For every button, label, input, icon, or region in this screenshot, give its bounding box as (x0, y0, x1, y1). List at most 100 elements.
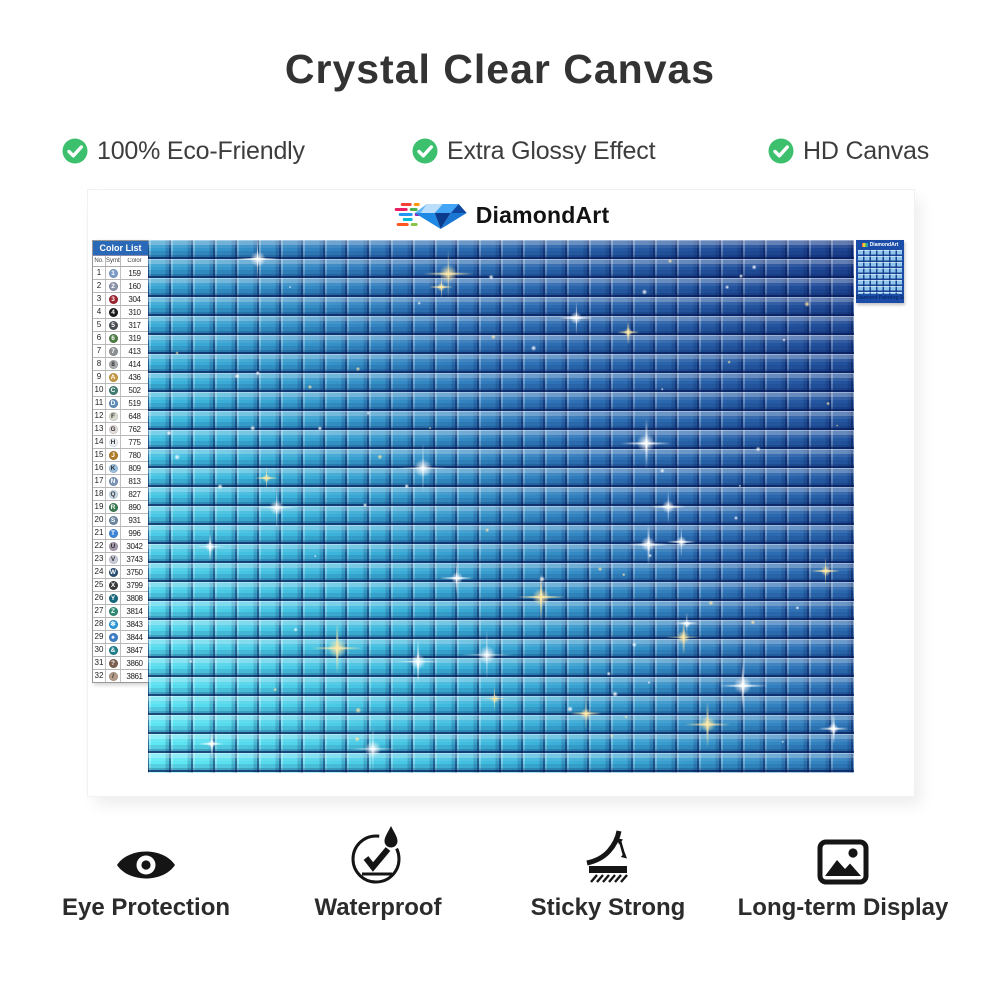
sparkle (165, 429, 172, 436)
color-list-row: 21 T 996 (93, 527, 148, 540)
sparkle (417, 301, 421, 305)
sparkle (354, 736, 361, 742)
color-code: 3844 (126, 632, 143, 642)
benefit-label: Waterproof (314, 894, 442, 921)
sparkle (530, 344, 538, 352)
sparkle (647, 553, 653, 558)
color-code: 3743 (126, 554, 143, 564)
color-list-body: 1 1 159 2 2 160 3 3 304 4 4 310 5 5 317 6 6 319 7 7 413 8 8 414… (93, 267, 148, 682)
color-symbol: N (106, 475, 121, 487)
color-code: 648 (128, 411, 141, 421)
color-code: 3861 (126, 671, 143, 681)
color-symbol: V (106, 553, 121, 565)
column-header-color: Color (127, 258, 142, 264)
color-list-row: 18 Q 827 (93, 488, 148, 501)
sparkle (559, 300, 594, 336)
color-list-row: 28 ✻ 3843 (93, 618, 148, 631)
color-code: 160 (128, 281, 141, 291)
sparkle (684, 701, 731, 748)
color-list-title: Color List (93, 241, 148, 256)
color-symbol: ✻ (106, 618, 121, 630)
color-number: 3 (93, 293, 106, 305)
sparkle (256, 487, 298, 529)
color-code: 310 (128, 307, 141, 317)
sparkle (293, 626, 299, 633)
color-list-row: 27 Z 3814 (93, 605, 148, 618)
color-number: 13 (93, 423, 106, 435)
color-number: 10 (93, 384, 106, 396)
color-list-row: 7 7 413 (93, 345, 148, 358)
sparkle (733, 515, 739, 521)
feature-label: 100% Eco-Friendly (97, 136, 305, 165)
color-list-row: 29 ♠ 3844 (93, 631, 148, 644)
sparkle (234, 372, 241, 379)
eye-icon (117, 851, 175, 879)
sparkle (726, 360, 731, 365)
color-number: 20 (93, 514, 106, 526)
color-code: 414 (128, 359, 141, 369)
color-list-row: 31? 3860 (93, 657, 148, 670)
color-number: 24 (93, 566, 106, 578)
color-list-row: 5 5 317 (93, 319, 148, 332)
color-code: 3847 (126, 645, 143, 655)
color-list-row: 22 U 3042 (93, 540, 148, 553)
color-list-row: 23 V 3743 (93, 553, 148, 566)
color-symbol: Q (106, 488, 121, 500)
sparkle (707, 599, 714, 606)
sparkle (666, 526, 697, 558)
color-symbol: 6 (106, 332, 121, 344)
color-number: 21 (93, 527, 106, 539)
sparkle (661, 387, 664, 391)
benefit-label: Eye Protection (61, 894, 231, 921)
color-number: 23 (93, 553, 106, 565)
color-list-row: 15 J 780 (93, 449, 148, 462)
color-number: 32 (93, 670, 106, 682)
color-symbol: J (106, 449, 121, 461)
color-list-headers: No. Symbol Color (93, 256, 148, 267)
color-list-row: 13 G 762 (93, 423, 148, 436)
sparkle (718, 660, 769, 711)
sparkle (724, 285, 730, 290)
sparkle (189, 659, 193, 664)
color-code: 3860 (126, 658, 143, 668)
sparkle (317, 425, 323, 431)
color-code: 890 (128, 502, 141, 512)
sparkle (288, 285, 292, 289)
color-list-row: 11 D 519 (93, 397, 148, 410)
color-number: 25 (93, 579, 106, 591)
sparkle (609, 733, 615, 739)
color-list-row: 3 3 304 (93, 293, 148, 306)
sparkle (490, 334, 496, 340)
color-list-row: 25 X 3799 (93, 579, 148, 592)
sparkle (620, 417, 672, 469)
sparkle (488, 274, 494, 280)
color-symbol: ♠ (106, 631, 121, 643)
color-list-table: Color List No. Symbol Color 111592216033… (92, 240, 149, 683)
color-code: 3750 (126, 567, 143, 577)
color-code: 775 (128, 437, 141, 447)
color-symbol: F (106, 410, 121, 422)
diamond-logo-icon (394, 203, 467, 229)
color-number: 12 (93, 410, 106, 422)
color-list-row: 32/ 3861 (93, 670, 148, 682)
benefits-row: Eye Protection Waterproof (0, 820, 1000, 940)
sparkle (354, 707, 362, 714)
sparkle (349, 725, 397, 773)
color-code: 809 (128, 463, 141, 473)
color-symbol: S (106, 514, 121, 526)
sparkle (396, 640, 440, 683)
color-number: 1 (93, 267, 106, 279)
color-symbol: U (106, 540, 121, 552)
sparkle (403, 483, 410, 490)
mini-brand-logo: DiamondArt (856, 240, 904, 250)
sparkle (482, 686, 508, 712)
page-title: Crystal Clear Canvas (284, 46, 716, 92)
feature-glossy-effect: Extra Glossy Effect (412, 132, 656, 170)
sparkle (780, 739, 785, 744)
color-code: 413 (128, 346, 141, 356)
sparkle (795, 606, 800, 611)
color-number: 27 (93, 605, 106, 617)
sparkle (647, 680, 651, 685)
color-number: 17 (93, 475, 106, 487)
color-list-row: 1 1 159 (93, 267, 148, 280)
